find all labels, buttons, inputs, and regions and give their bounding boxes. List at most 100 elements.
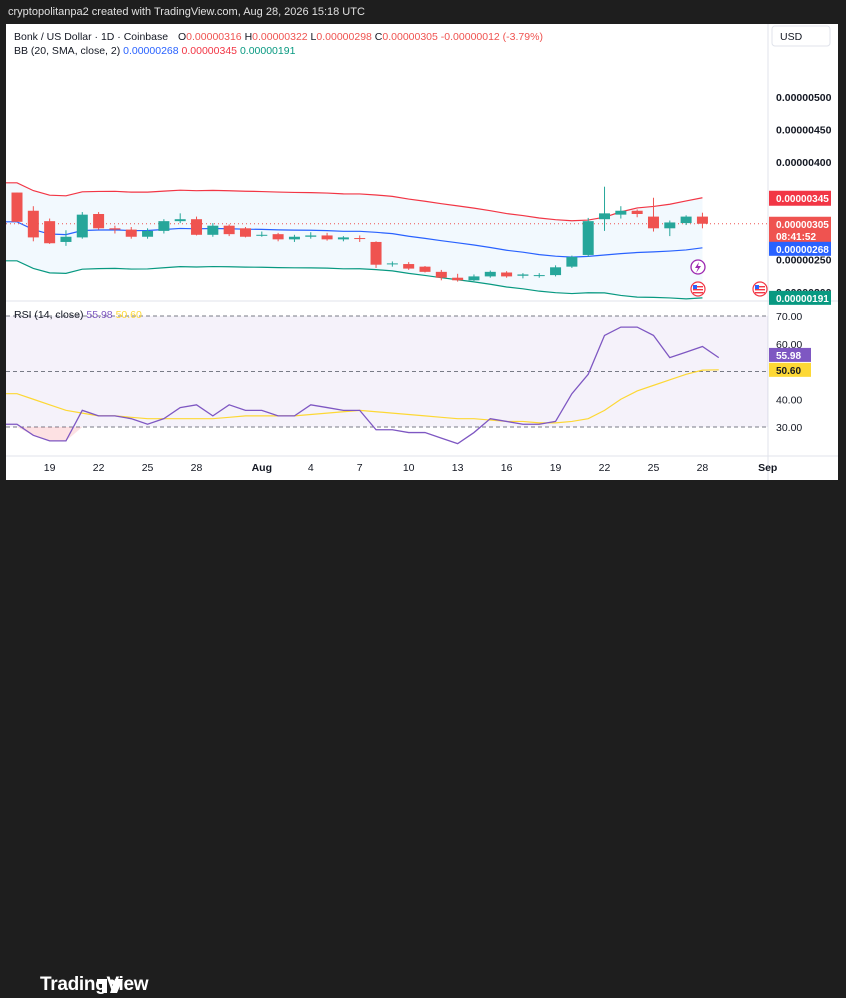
time-tick-label: 13 (452, 462, 464, 474)
rsi-value: 50.60 (116, 309, 142, 321)
time-tick-label: 19 (44, 462, 56, 474)
rsi-tick-label: 60.00 (776, 339, 802, 351)
candle-body (533, 275, 545, 277)
rsi-value: 55.98 (86, 309, 115, 321)
ohlc-value: C (372, 31, 383, 43)
us-flag-icon (690, 281, 706, 297)
currency-label: USD (780, 31, 803, 43)
time-tick-label: 16 (501, 462, 513, 474)
basis-price-tag-bg (769, 241, 831, 256)
us-flag-icon-canton (755, 285, 759, 289)
candle-body (60, 236, 72, 242)
currency-box (771, 25, 831, 47)
candle-body (44, 221, 56, 244)
rsi-line (6, 326, 720, 445)
time-tick-label: 7 (357, 462, 363, 474)
price-tick-label: 0.00000250 (776, 255, 832, 267)
time-tick-label: 4 (308, 462, 314, 474)
candle-body (550, 267, 562, 276)
candle-body (76, 214, 88, 238)
time-tick-label: 28 (191, 462, 203, 474)
candle-body (11, 192, 23, 222)
time-tick-label: 22 (93, 462, 105, 474)
candle-body (27, 210, 39, 238)
candle-body (647, 216, 659, 229)
ohlc-values: O0.00000316 H0.00000322 L0.00000298 C0.0… (178, 31, 543, 43)
candle-body (566, 256, 578, 267)
us-flag-icon-stripe (693, 286, 703, 288)
ohlc-value: -0.00000012 (-3.79%) (438, 31, 543, 43)
candle-body (142, 230, 154, 237)
bb-value: 0.00000191 (240, 45, 296, 57)
candle-body (174, 219, 186, 222)
footer: TradingView (0, 480, 846, 995)
bb-fill (6, 182, 703, 299)
us-flag-icon (752, 281, 768, 297)
candle-body (109, 228, 121, 230)
bb-basis-line (6, 221, 703, 258)
bb-value: 0.00000345 (182, 45, 240, 57)
ohlc-value: H (242, 31, 253, 43)
rsi-tag-text: 55.98 (776, 351, 801, 362)
rsi-ma-tag-text: 50.60 (776, 366, 801, 377)
ohlc-value: 0.00000305 (382, 31, 438, 43)
lightning-icon (690, 259, 706, 275)
candle-body (615, 210, 627, 215)
rsi-ma-tag-bg (769, 362, 811, 377)
candle-body (664, 222, 676, 229)
candle-body (305, 235, 317, 237)
candle-body (517, 274, 529, 276)
candle-body (501, 272, 513, 277)
lightning-icon-bolt (695, 262, 701, 273)
us-flag-icon-stripe (755, 286, 765, 288)
candle-body (207, 225, 219, 235)
time-tick-label: 25 (648, 462, 660, 474)
candle-body (272, 234, 284, 240)
candle-body (582, 221, 594, 255)
symbol-title: Bonk / US Dollar · 1D · Coinbase (14, 31, 168, 43)
bb-legend: BB (20, SMA, close, 2) 0.00000268 0.0000… (14, 45, 296, 57)
time-tick-label: 25 (142, 462, 154, 474)
ohlc-value: 0.00000298 (316, 31, 372, 43)
time-tick-label: Sep (758, 462, 777, 474)
lower-price-tag-text: 0.00000191 (776, 294, 829, 305)
credit-bar: cryptopolitanpa2 created with TradingVie… (0, 0, 846, 24)
chart-panel[interactable]: Bonk / US Dollar · 1D · Coinbase O0.00000… (6, 24, 838, 480)
candle-body (321, 235, 333, 240)
candle-body (223, 225, 235, 235)
candle-body (468, 276, 480, 281)
ohlc-value: O (178, 31, 186, 43)
candle-body (452, 277, 464, 281)
candle-body (696, 216, 708, 224)
price-tick-label: 0.00000500 (776, 92, 832, 104)
us-flag-icon-stripe (693, 289, 703, 291)
candle-body (386, 263, 398, 265)
time-tick-label: 22 (599, 462, 611, 474)
tradingview-wordmark: TradingView (40, 974, 149, 995)
rsi-tick-label: 40.00 (776, 394, 802, 406)
chart-svg[interactable]: Bonk / US Dollar · 1D · Coinbase O0.00000… (6, 24, 838, 480)
rsi-value: RSI (14, close) (14, 309, 86, 321)
us-flag-icon-stripe (693, 292, 703, 294)
price-tick-label: 0.00000400 (776, 157, 832, 169)
bb-lower-line (6, 260, 703, 300)
candle-body (354, 238, 366, 240)
candle-body (599, 213, 611, 220)
upper-price-tag-bg (769, 190, 831, 206)
candle-body (419, 266, 431, 272)
candle-body (93, 214, 105, 229)
us-flag-icon-stripe (755, 289, 765, 291)
bb-upper-line (6, 182, 703, 222)
candle-body (435, 271, 447, 278)
rsi-tag-bg (769, 347, 811, 362)
candle-body (370, 241, 382, 265)
candle-body (256, 234, 268, 236)
candle-body (158, 221, 170, 231)
rsi-legend: RSI (14, close) 55.98 50.60 (14, 309, 142, 321)
candle-body (403, 264, 415, 269)
close-price-tag-text: 08:41:52 (776, 232, 816, 243)
bb-value: 0.00000268 (123, 45, 181, 57)
basis-price-tag-text: 0.00000268 (776, 245, 829, 256)
candle-body (631, 210, 643, 214)
us-flag-icon-stripe (755, 292, 765, 294)
